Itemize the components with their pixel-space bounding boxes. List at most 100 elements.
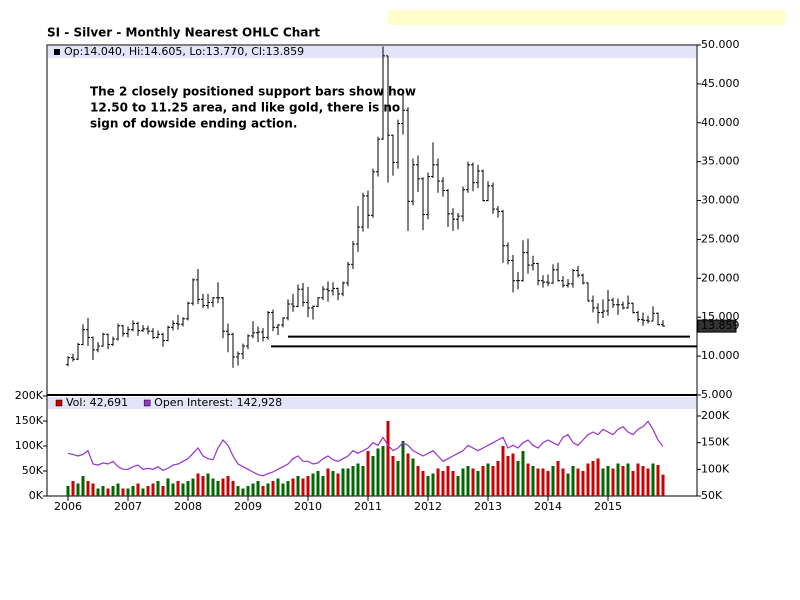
volume-bar xyxy=(76,483,80,496)
annotation: The 2 closely positioned support bars sh… xyxy=(90,85,416,99)
volume-bar xyxy=(541,468,545,496)
volume-bar xyxy=(416,466,420,496)
volume-bar xyxy=(66,486,70,496)
volume-bar xyxy=(276,478,280,496)
volume-bar xyxy=(371,456,375,496)
y-tick-label: 30.000 xyxy=(701,194,740,207)
volume-bar xyxy=(351,466,355,496)
annotation: 12.50 to 11.25 area, and like gold, ther… xyxy=(90,101,400,115)
volume-bar xyxy=(336,473,340,496)
y-tick-label: 5.000 xyxy=(701,388,733,401)
y-tick-label: 25.000 xyxy=(701,232,740,245)
volume-bar xyxy=(566,473,570,496)
x-tick-label: 2010 xyxy=(294,500,322,513)
volume-bar xyxy=(126,488,130,496)
volume-bar xyxy=(161,486,165,496)
volume-bar xyxy=(146,486,150,496)
x-tick-label: 2009 xyxy=(234,500,262,513)
volume-bar xyxy=(281,483,285,496)
y-tick-label: 0K xyxy=(29,489,44,502)
volume-bar xyxy=(341,468,345,496)
volume-bar xyxy=(186,481,190,496)
volume-bar xyxy=(456,476,460,496)
volume-bar xyxy=(521,451,525,496)
volume-bar xyxy=(86,481,90,496)
y-tick-label: 40.000 xyxy=(701,116,740,129)
volume-bar xyxy=(596,458,600,496)
volume-bar xyxy=(376,448,380,496)
x-tick-label: 2008 xyxy=(174,500,202,513)
price-legend-bar xyxy=(48,46,696,58)
y-tick-label: 200K xyxy=(15,389,44,402)
volume-bar xyxy=(381,446,385,496)
volume-bar xyxy=(356,463,360,496)
volume-bar xyxy=(661,474,665,496)
volume-bar xyxy=(71,481,75,496)
y2-tick-label: 100K xyxy=(701,462,730,475)
volume-bar xyxy=(91,483,95,496)
volume-bar xyxy=(256,481,260,496)
volume-bar xyxy=(471,468,475,496)
x-tick-label: 2014 xyxy=(534,500,562,513)
volume-bar xyxy=(166,478,170,496)
legend-swatch xyxy=(55,399,63,407)
volume-bar xyxy=(321,476,325,496)
volume-bar xyxy=(311,473,315,496)
volume-bar xyxy=(556,461,560,496)
price-legend-swatch xyxy=(54,49,60,55)
volume-bar xyxy=(396,461,400,496)
volume-bar xyxy=(601,468,605,496)
volume-bar xyxy=(641,466,645,496)
volume-bar xyxy=(531,466,535,496)
legend-label: Vol: 42,691 xyxy=(66,396,128,409)
x-tick-label: 2015 xyxy=(594,500,622,513)
volume-bar xyxy=(431,473,435,496)
volume-bar xyxy=(206,473,210,496)
volume-bar xyxy=(326,468,330,496)
volume-bar xyxy=(391,456,395,496)
y-tick-label: 50.000 xyxy=(701,38,740,51)
plot-frame xyxy=(46,44,698,497)
volume-bar xyxy=(561,468,565,496)
last-price-label: 13.859 xyxy=(701,319,740,332)
volume-legend-bar xyxy=(48,397,696,409)
volume-bar xyxy=(636,463,640,496)
legend-label: Open Interest: 142,928 xyxy=(154,396,282,409)
volume-bar xyxy=(581,471,585,496)
volume-bar xyxy=(216,481,220,496)
volume-bar xyxy=(131,486,135,496)
y2-tick-label: 200K xyxy=(701,409,730,422)
volume-bar xyxy=(111,486,115,496)
x-tick-label: 2011 xyxy=(354,500,382,513)
volume-bar xyxy=(196,473,200,496)
volume-bar xyxy=(156,481,160,496)
x-tick-label: 2013 xyxy=(474,500,502,513)
volume-bar xyxy=(271,481,275,496)
volume-bar xyxy=(616,463,620,496)
annotation: sign of dowside ending action. xyxy=(90,117,297,131)
y-tick-label: 150K xyxy=(15,414,44,427)
volume-bar xyxy=(626,463,630,496)
volume-bar xyxy=(611,468,615,496)
x-tick-label: 2007 xyxy=(114,500,142,513)
volume-bar xyxy=(516,461,520,496)
volume-bar xyxy=(116,483,120,496)
last-price-box xyxy=(697,319,737,333)
volume-bar xyxy=(491,466,495,496)
volume-bar xyxy=(211,478,215,496)
volume-bar xyxy=(571,466,575,496)
volume-bar xyxy=(406,453,410,496)
x-tick-label: 2012 xyxy=(414,500,442,513)
volume-bar xyxy=(576,468,580,496)
volume-bar xyxy=(536,468,540,496)
volume-bar xyxy=(631,471,635,496)
volume-bar xyxy=(386,421,390,496)
volume-bar xyxy=(96,488,100,496)
legend-swatch xyxy=(143,399,151,407)
volume-bar xyxy=(286,481,290,496)
volume-bar xyxy=(496,461,500,496)
x-tick-label: 2006 xyxy=(54,500,82,513)
volume-bar xyxy=(436,468,440,496)
volume-bar xyxy=(241,488,245,496)
